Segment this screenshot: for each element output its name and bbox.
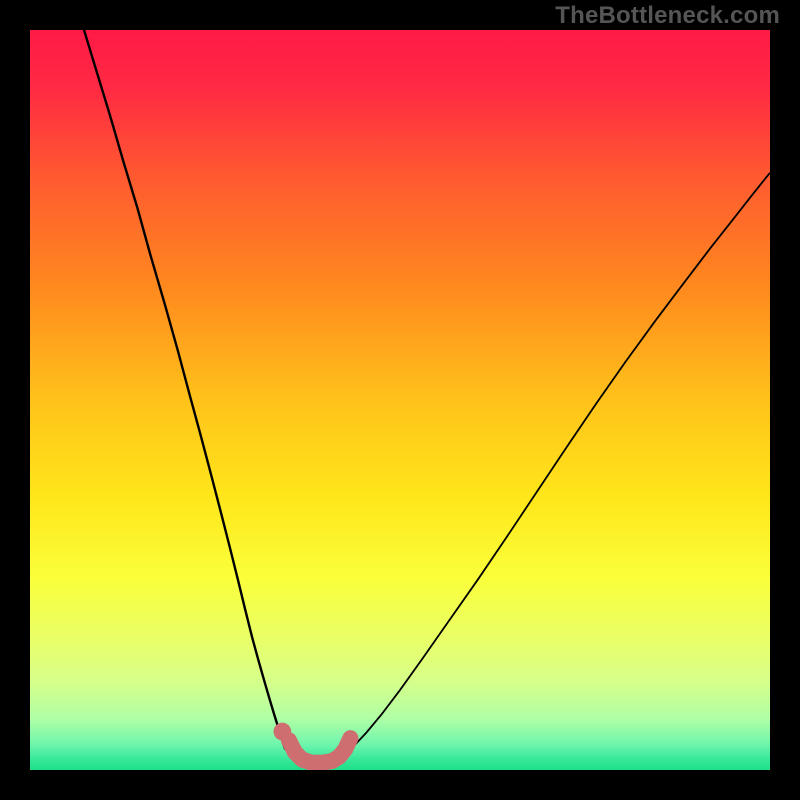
left-curve [84,30,285,749]
chart-stage: TheBottleneck.com [0,0,800,800]
valley-marker-path [289,738,350,762]
plot-area [30,30,770,770]
watermark-text: TheBottleneck.com [555,2,780,30]
curve-layer [30,30,770,770]
right-curve [350,173,770,749]
